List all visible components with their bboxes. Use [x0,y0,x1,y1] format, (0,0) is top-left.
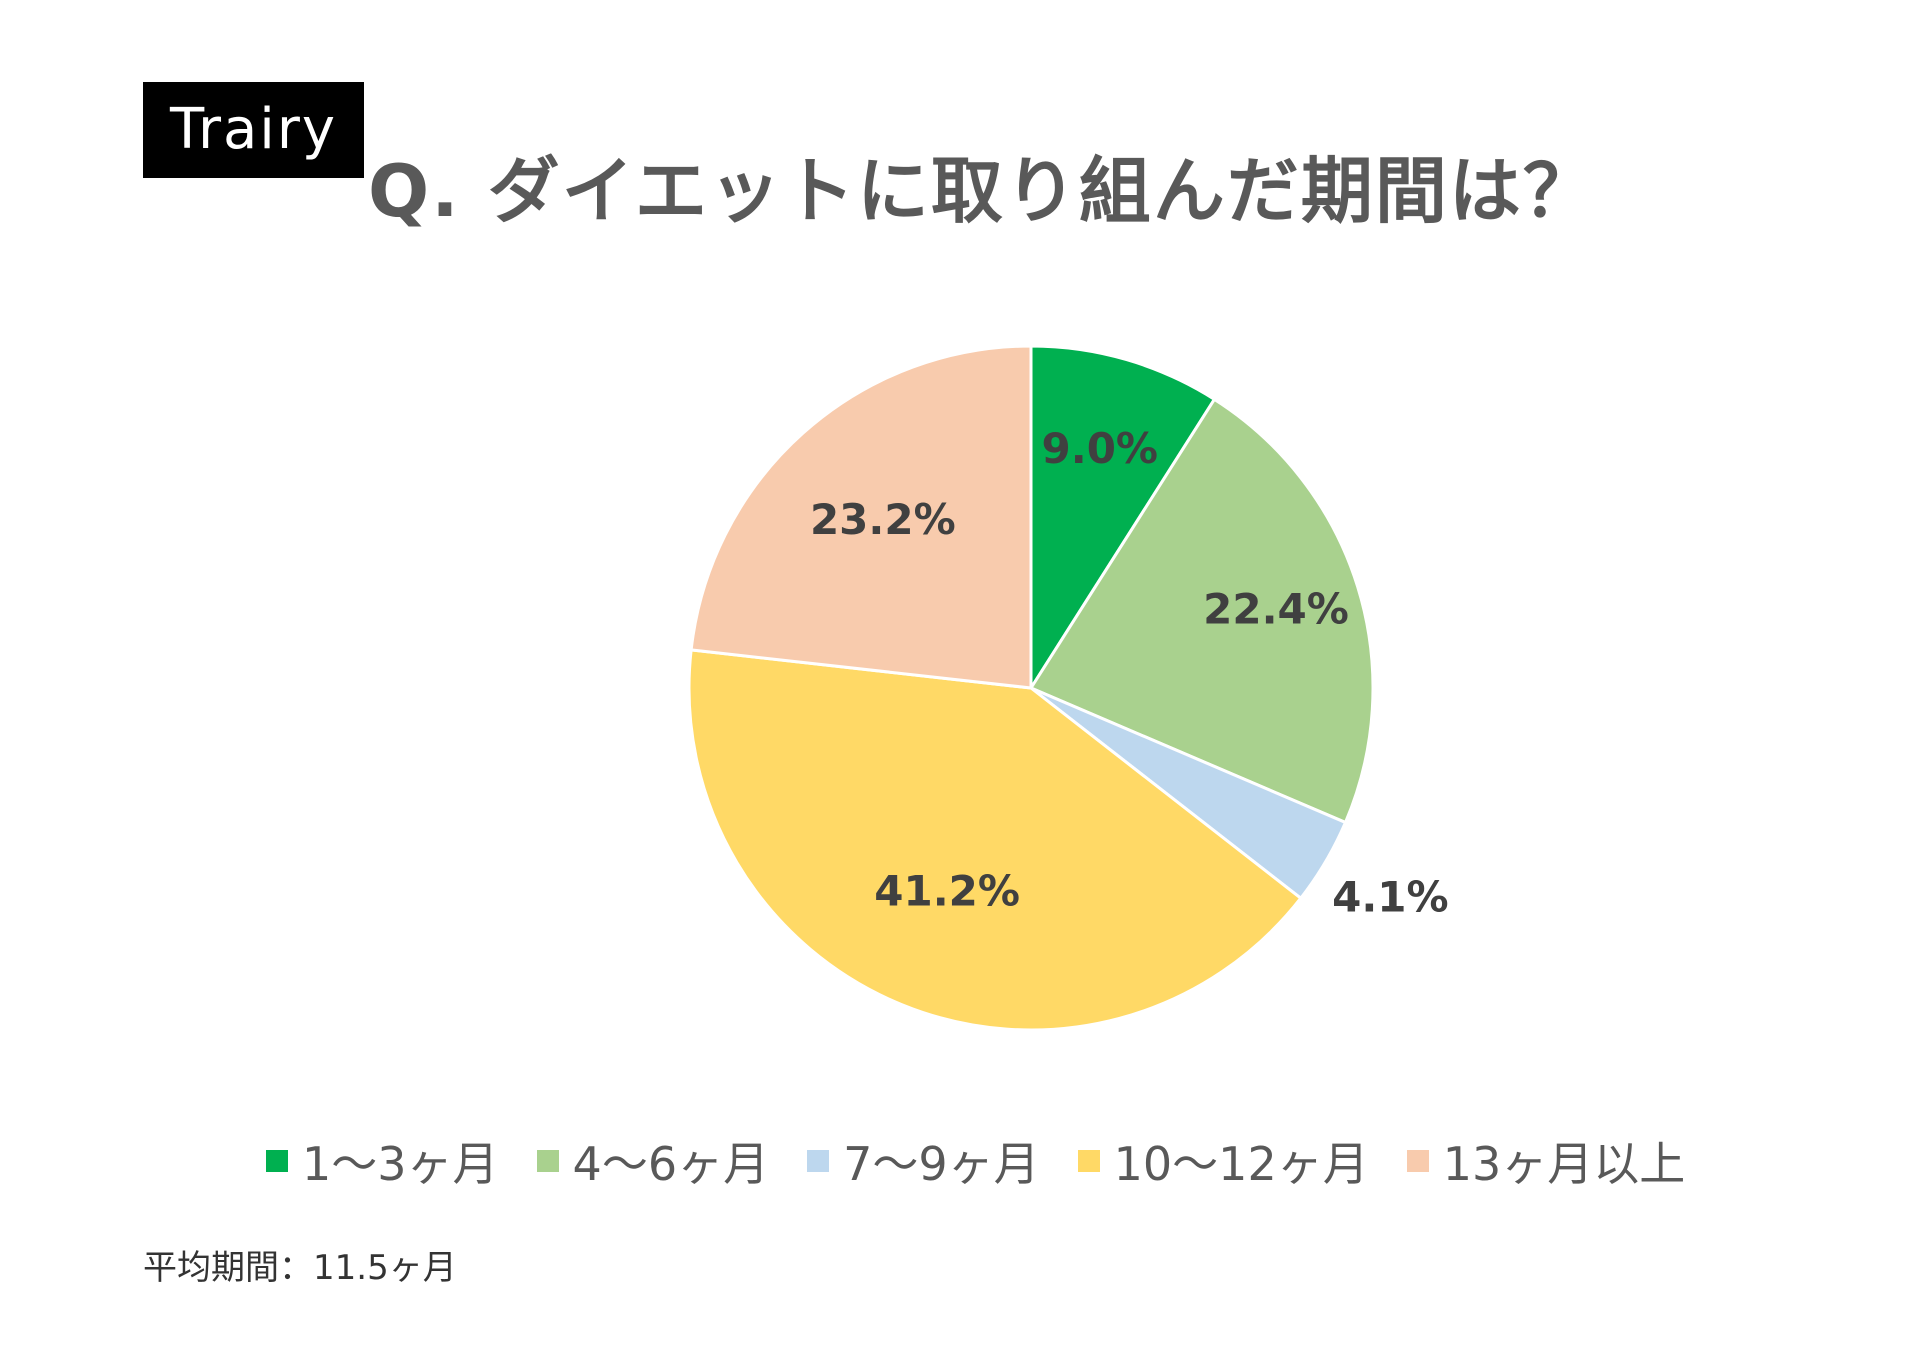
legend-item-7-9-months: 7〜9ヶ月 [807,1128,1040,1194]
legend: 1〜3ヶ月 4〜6ヶ月 7〜9ヶ月 10〜12ヶ月 13ヶ月以上 [266,1128,1723,1194]
legend-label: 1〜3ヶ月 [302,1137,499,1191]
legend-swatch [1406,1150,1429,1172]
data-label-1-3-months: 9.0% [1042,424,1158,473]
average-period-note: 平均期間：11.5ヶ月 [143,1248,457,1288]
legend-swatch [536,1150,559,1172]
legend-swatch [266,1150,288,1172]
legend-item-4-6-months: 4〜6ヶ月 [536,1128,770,1194]
legend-item-13-plus-months: 13ヶ月以上 [1406,1128,1686,1194]
brand-logo: Trairy [143,82,364,178]
pie-slice-13-plus-months [689,344,1033,690]
legend-label: 7〜9ヶ月 [843,1137,1040,1191]
legend-item-10-12-months: 10〜12ヶ月 [1077,1128,1369,1194]
pie-slice-4-6-months [1028,397,1375,825]
legend-label: 10〜12ヶ月 [1113,1137,1369,1191]
pie-slice-10-12-months [687,648,1303,1032]
data-label-7-9-months: 4.1% [1332,873,1448,922]
legend-label: 4〜6ヶ月 [572,1137,770,1191]
legend-item-1-3-months: 1〜3ヶ月 [266,1128,499,1194]
legend-label: 13ヶ月以上 [1442,1137,1686,1191]
data-label-4-6-months: 22.4% [1203,585,1349,634]
data-label-13-plus-months: 23.2% [810,495,956,544]
legend-swatch [807,1150,830,1172]
chart-title: Q. ダイエットに取り組んだ期間は？ [368,149,1597,233]
data-label-10-12-months: 41.2% [874,866,1020,915]
legend-swatch [1077,1150,1100,1172]
pie-slice-1-3-months [1029,344,1217,694]
